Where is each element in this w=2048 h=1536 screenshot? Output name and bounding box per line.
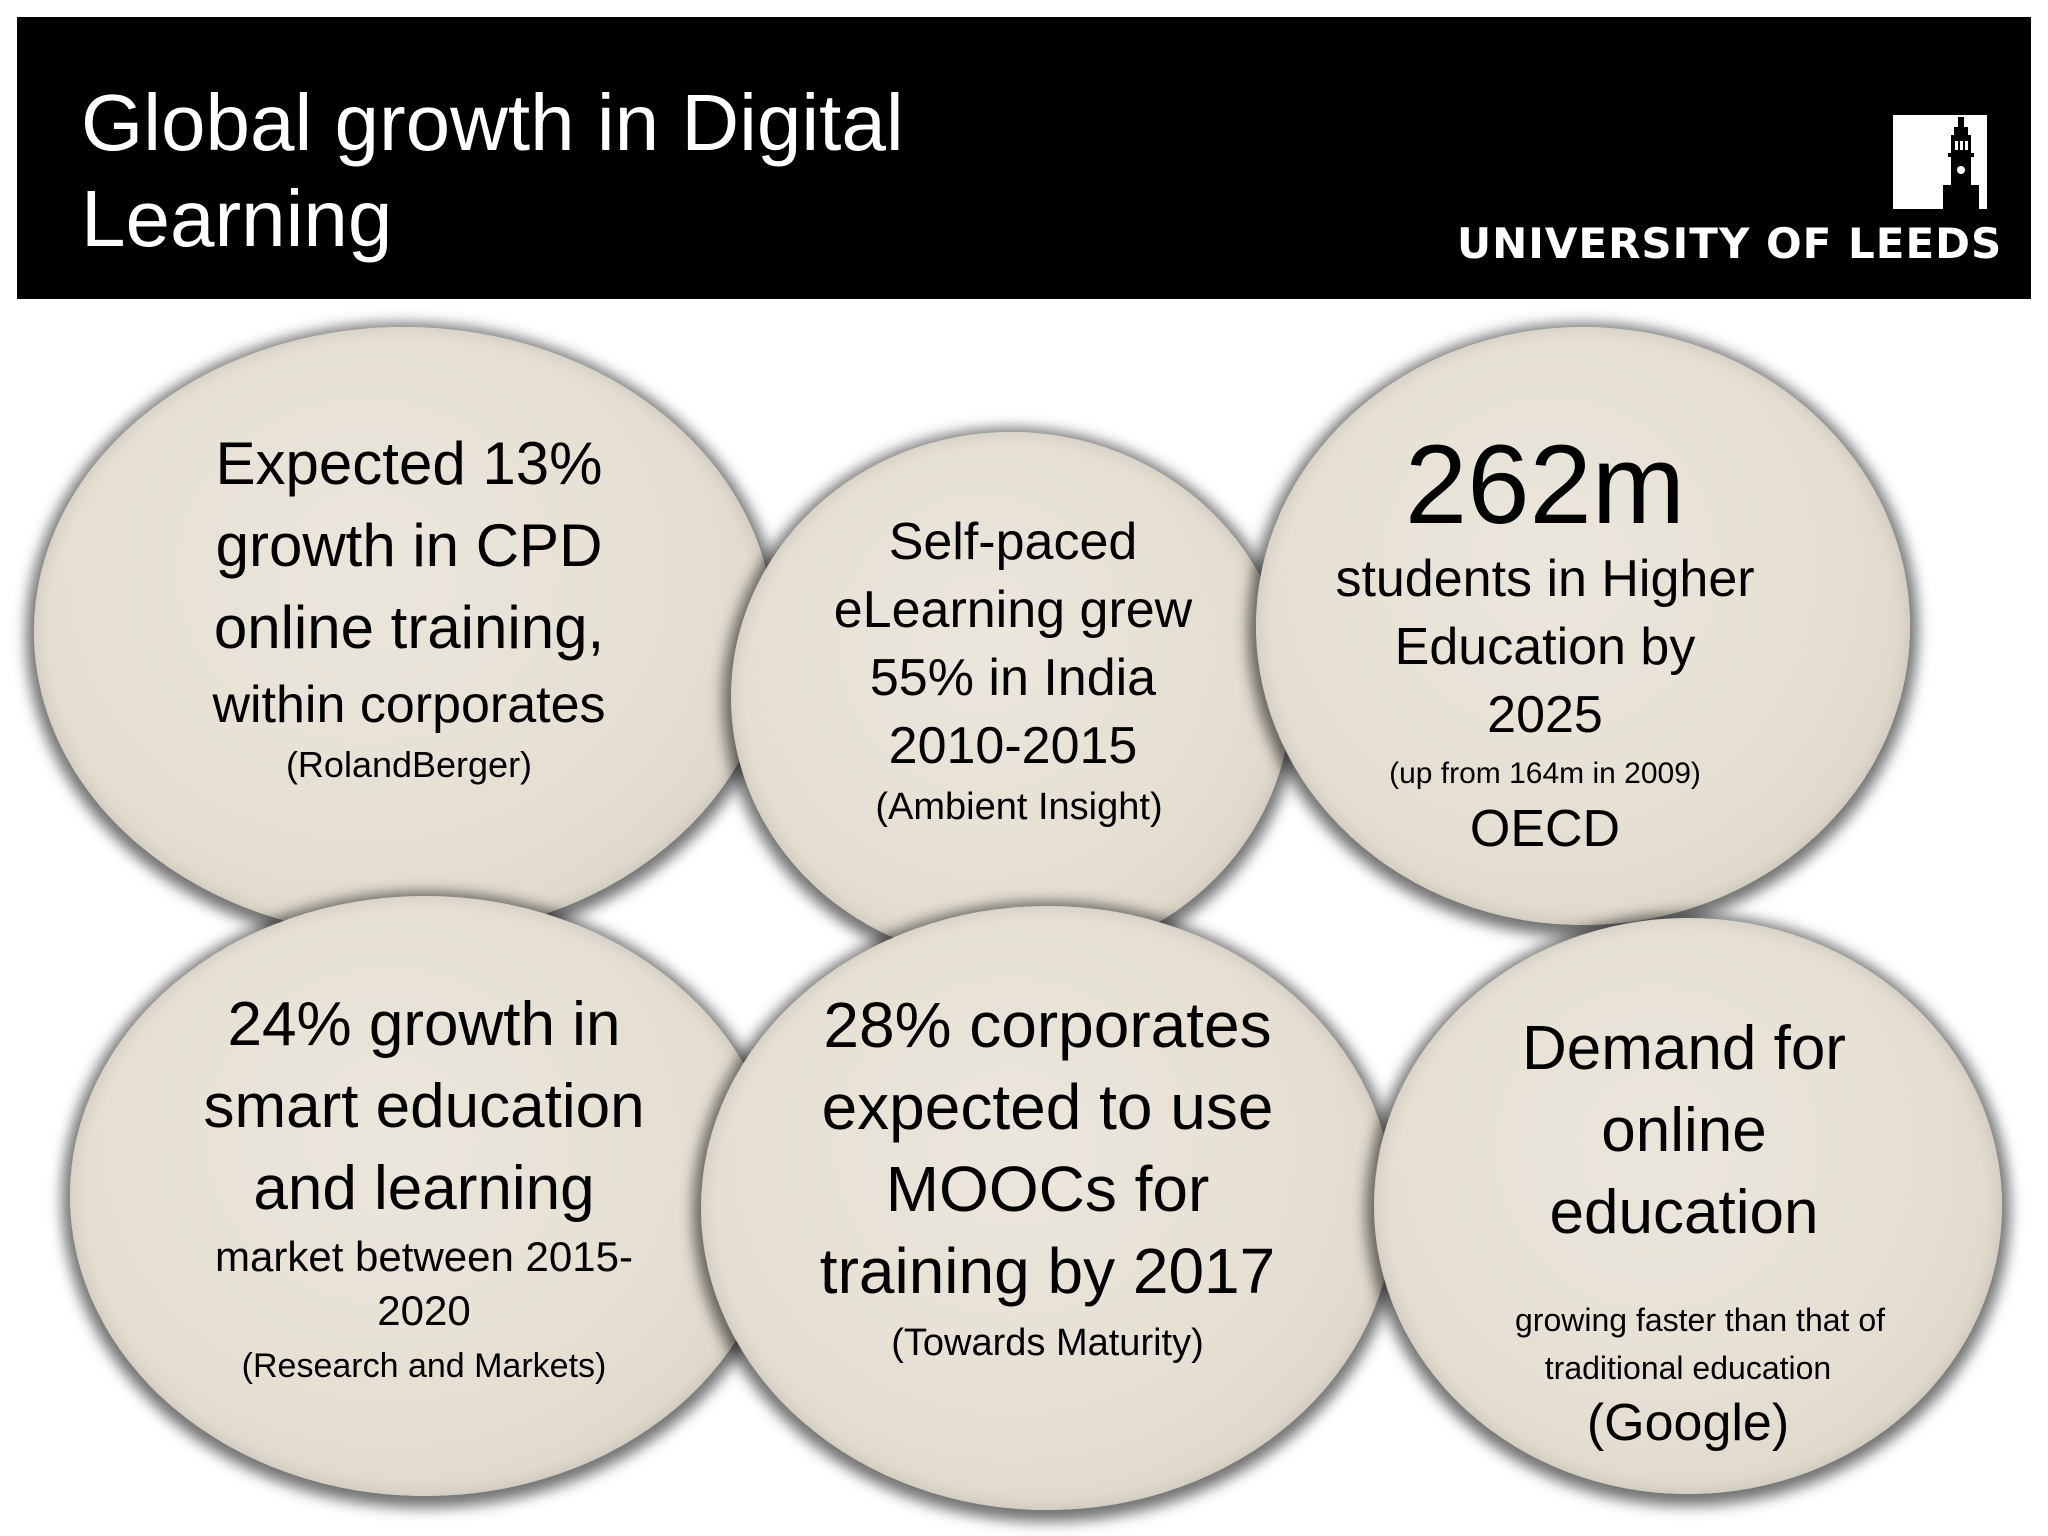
- moocs-line-3: MOOCs for: [885, 1153, 1210, 1225]
- online-demand-source: (Google): [1586, 1394, 1790, 1452]
- title-line-2: Learning: [81, 174, 393, 263]
- moocs-line-1: 28% corporates: [823, 989, 1272, 1061]
- smart-ed-line-4: market between 2015-: [215, 1233, 633, 1280]
- online-demand-line-2: online: [1601, 1096, 1767, 1165]
- india-line-1: Self-paced: [888, 513, 1138, 571]
- online-demand-line-4: growing faster than that of: [1515, 1302, 1885, 1338]
- smart-ed-line-3: and learning: [253, 1154, 595, 1223]
- smart-ed-source: (Research and Markets): [241, 1347, 607, 1385]
- higher-ed-line-3: 2025: [1487, 686, 1603, 744]
- higher-ed-line-2: Education by: [1394, 618, 1696, 676]
- higher-ed-source: OECD: [1469, 800, 1621, 858]
- online-demand-line-3: education: [1549, 1178, 1819, 1247]
- parkinson-tower-icon: [1893, 115, 1987, 209]
- cpd-line-4: within corporates: [212, 676, 606, 734]
- india-line-4: 2010-2015: [888, 717, 1138, 775]
- higher-ed-note: (up from 164m in 2009): [1389, 757, 1701, 790]
- cpd-line-1: Expected 13%: [215, 430, 603, 497]
- moocs-source: (Towards Maturity): [891, 1322, 1204, 1364]
- university-name: UNIVERSITY OF LEEDS: [1457, 219, 2003, 268]
- header-bar: Global growth in Digital Learning UNIVER…: [17, 17, 2031, 299]
- slide-title: Global growth in Digital Learning: [81, 75, 981, 267]
- stat-bubble-higher-ed: 262m students in Higher Education by 202…: [1256, 327, 1910, 925]
- stat-bubble-online-demand: Demand for online education growing fast…: [1374, 918, 2002, 1494]
- smart-ed-line-1: 24% growth in: [227, 990, 621, 1059]
- moocs-line-2: expected to use: [821, 1071, 1274, 1143]
- online-demand-line-1: Demand for: [1522, 1014, 1846, 1083]
- cpd-source: (RolandBerger): [285, 744, 533, 785]
- smart-ed-line-5: 2020: [377, 1287, 471, 1334]
- university-logo: UNIVERSITY OF LEEDS: [1457, 97, 2003, 268]
- higher-ed-figure: 262m: [1404, 422, 1686, 547]
- stat-bubble-moocs: 28% corporates expected to use MOOCs for…: [701, 906, 1394, 1510]
- india-source: (Ambient Insight): [875, 786, 1163, 828]
- india-line-3: 55% in India: [869, 649, 1157, 707]
- cpd-line-3: online training,: [213, 594, 605, 661]
- smart-ed-line-2: smart education: [203, 1072, 645, 1141]
- cpd-line-2: growth in CPD: [215, 512, 603, 579]
- moocs-line-4: training by 2017: [819, 1235, 1276, 1307]
- online-demand-line-5: traditional education: [1544, 1350, 1832, 1386]
- stat-bubble-cpd-growth: Expected 13% growth in CPD online traini…: [34, 327, 774, 937]
- title-line-1: Global growth in Digital: [81, 78, 904, 167]
- stat-bubble-smart-education: 24% growth in smart education and learni…: [70, 896, 780, 1496]
- stat-bubble-india-elearning: Self-paced eLearning grew 55% in India 2…: [731, 432, 1291, 962]
- india-line-2: eLearning grew: [833, 581, 1193, 639]
- higher-ed-line-1: students in Higher: [1335, 550, 1755, 608]
